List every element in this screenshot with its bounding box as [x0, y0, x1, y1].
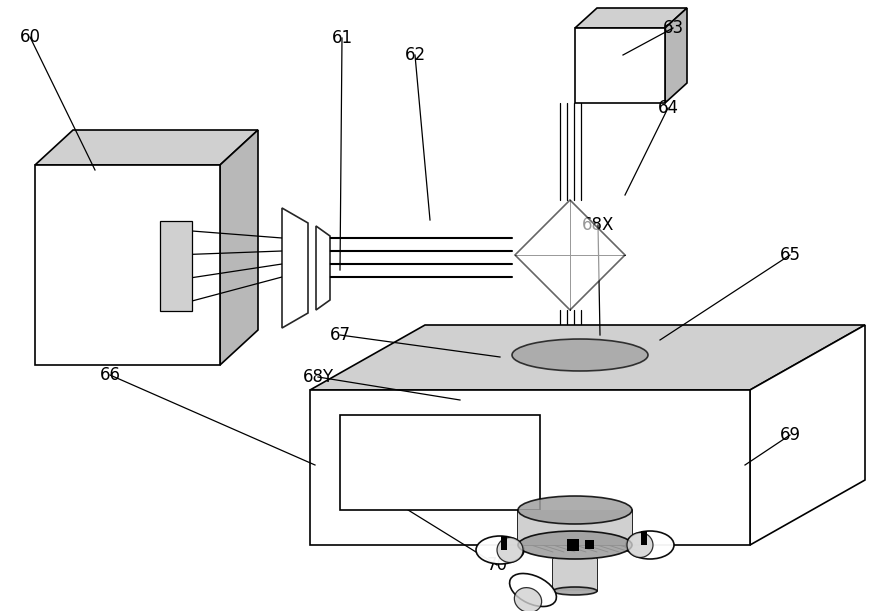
- Bar: [501, 536, 507, 550]
- Text: 65: 65: [780, 246, 800, 264]
- Text: 62: 62: [404, 46, 425, 64]
- Text: 67: 67: [330, 326, 351, 344]
- Text: 66: 66: [99, 366, 120, 384]
- Bar: [553, 559, 597, 591]
- Ellipse shape: [553, 587, 597, 595]
- Polygon shape: [575, 8, 687, 28]
- Ellipse shape: [627, 533, 653, 557]
- Bar: [567, 539, 579, 551]
- Ellipse shape: [509, 574, 556, 607]
- Ellipse shape: [476, 536, 524, 564]
- Ellipse shape: [626, 531, 674, 559]
- Polygon shape: [282, 208, 308, 328]
- Text: 60: 60: [19, 28, 41, 46]
- Text: 61: 61: [331, 29, 353, 47]
- Text: 64: 64: [657, 99, 679, 117]
- Text: 68X: 68X: [582, 216, 614, 234]
- Bar: [340, 415, 540, 510]
- Polygon shape: [665, 8, 687, 103]
- Ellipse shape: [515, 588, 541, 611]
- Polygon shape: [310, 325, 865, 390]
- Bar: [575, 28, 665, 103]
- Text: 69: 69: [780, 426, 800, 444]
- Polygon shape: [316, 226, 330, 310]
- Polygon shape: [220, 130, 258, 365]
- Polygon shape: [515, 200, 625, 310]
- Polygon shape: [35, 130, 258, 165]
- Text: 68Y: 68Y: [302, 368, 333, 386]
- Bar: [585, 540, 594, 549]
- Bar: [160, 221, 192, 311]
- Text: 70: 70: [486, 556, 508, 574]
- Bar: [35, 165, 220, 365]
- Bar: [518, 510, 632, 545]
- Polygon shape: [750, 325, 865, 545]
- Ellipse shape: [518, 496, 632, 524]
- Ellipse shape: [497, 538, 523, 563]
- Bar: [310, 390, 750, 545]
- Ellipse shape: [518, 531, 632, 559]
- Bar: [641, 531, 647, 545]
- Ellipse shape: [512, 339, 648, 371]
- Text: 63: 63: [663, 19, 684, 37]
